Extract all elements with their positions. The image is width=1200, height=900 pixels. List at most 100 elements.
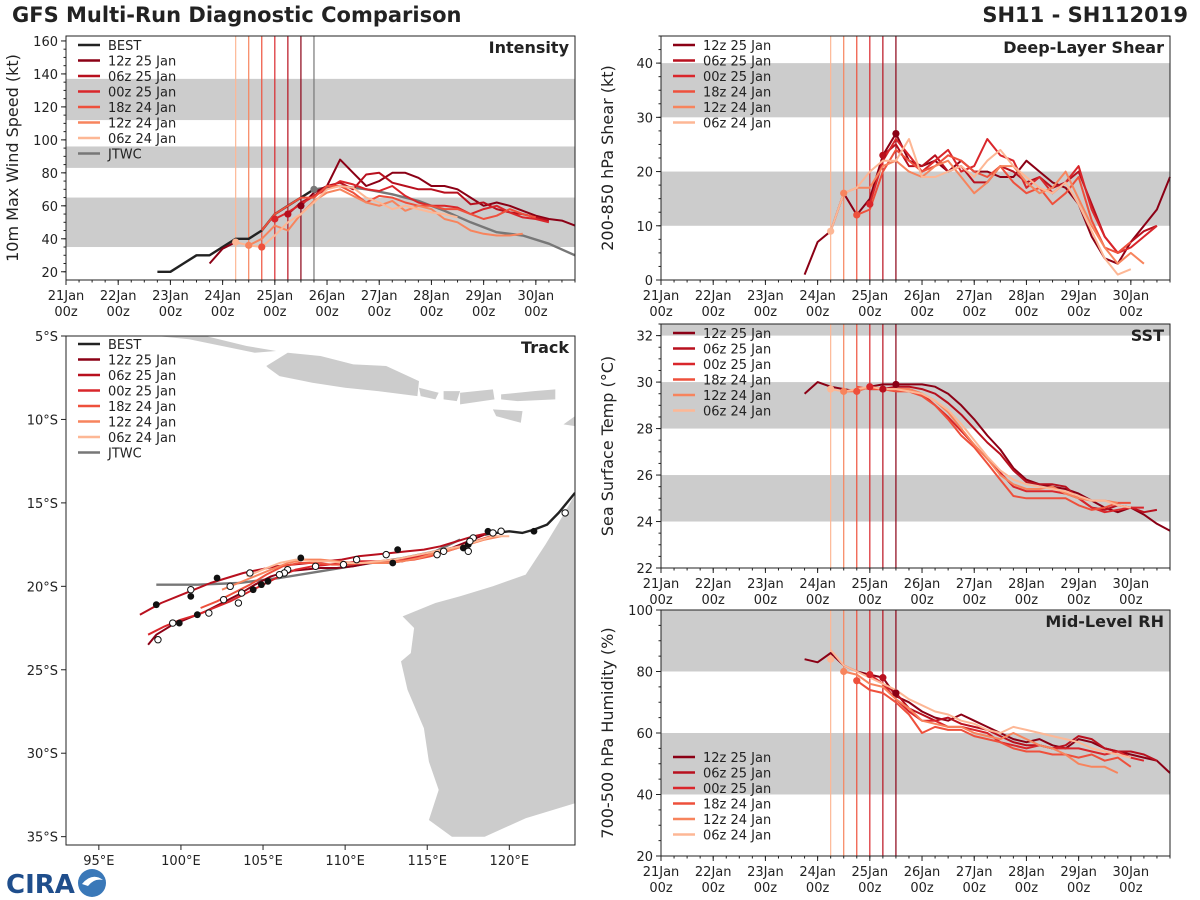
series-line — [829, 649, 1132, 759]
x-tick-label-hour: 00z — [1015, 881, 1039, 896]
legend-label: JTWC — [107, 148, 142, 163]
init-marker — [879, 151, 887, 159]
x-tick-label-day: 23Jan — [152, 289, 189, 304]
x-tick-label-day: 26Jan — [904, 289, 941, 304]
y-tick-label: 30 — [636, 111, 653, 126]
y-tick-label: 20 — [636, 850, 653, 865]
x-tick-label-hour: 00z — [649, 593, 673, 608]
init-marker — [827, 385, 835, 393]
x-tick-label-hour: 00z — [1067, 593, 1091, 608]
init-marker — [866, 200, 874, 208]
y-tick-label: 80 — [636, 666, 653, 681]
sst-plot: 22242628303221Jan00z22Jan00z23Jan00z24Ja… — [598, 323, 1171, 608]
x-tick-label-day: 24Jan — [799, 289, 836, 304]
series-line — [300, 158, 576, 227]
x-tick-label-day: 26Jan — [904, 865, 941, 880]
x-tick-label-hour: 00z — [702, 881, 726, 896]
series-line — [856, 679, 1132, 768]
init-marker — [245, 241, 253, 249]
track-line — [200, 533, 497, 609]
x-tick-label-hour: 00z — [472, 305, 496, 320]
x-tick-label-day: 21Jan — [643, 289, 680, 304]
init-marker — [853, 677, 861, 685]
x-tick-label-hour: 00z — [806, 881, 830, 896]
legend-label: 12z 24 Jan — [703, 813, 771, 828]
lat-tick-label: 25°S — [27, 664, 58, 679]
track-point-12z — [219, 595, 228, 604]
legend-label: 12z 24 Jan — [703, 101, 771, 116]
legend-label: 00z 25 Jan — [703, 782, 771, 797]
legend-label: 00z 25 Jan — [703, 358, 771, 373]
y-tick-label: 40 — [41, 233, 58, 248]
x-tick-label-hour: 00z — [1119, 881, 1143, 896]
x-tick-label-hour: 00z — [754, 593, 778, 608]
track-point-12z — [226, 582, 234, 591]
legend-label: 06z 25 Jan — [703, 343, 771, 358]
x-tick-label-day: 24Jan — [799, 865, 836, 880]
legend-label: 12z 25 Jan — [703, 327, 771, 342]
x-tick-label-hour: 00z — [963, 881, 987, 896]
init-marker — [827, 655, 835, 663]
x-tick-label-day: 29Jan — [1060, 577, 1097, 592]
lon-tick-label: 110°E — [325, 854, 365, 869]
y-axis-label: 700-500 hPa Humidity (%) — [598, 627, 617, 838]
intensity-plot: 2040608010012014016021Jan00z22Jan00z23Ja… — [3, 35, 576, 320]
x-tick-label-day: 28Jan — [413, 289, 450, 304]
legend-label: 12z 24 Jan — [108, 416, 176, 431]
land-polygon — [460, 389, 495, 405]
legend-label: 18z 24 Jan — [108, 400, 176, 415]
y-tick-label: 80 — [41, 167, 58, 182]
x-tick-label-day: 26Jan — [904, 577, 941, 592]
init-marker — [827, 227, 835, 235]
y-tick-label: 20 — [636, 166, 653, 181]
x-tick-label-day: 25Jan — [852, 289, 889, 304]
x-tick-label-hour: 00z — [963, 593, 987, 608]
land-polygon — [501, 389, 556, 402]
plot-frame — [65, 35, 576, 281]
init-marker — [310, 185, 318, 193]
legend-label: 12z 24 Jan — [703, 389, 771, 404]
plot-frame — [660, 323, 1171, 569]
x-tick-label-hour: 00z — [1015, 305, 1039, 320]
x-tick-label-hour: 00z — [1119, 305, 1143, 320]
y-tick-label: 10 — [636, 220, 653, 235]
legend-label: 12z 25 Jan — [108, 55, 176, 70]
lat-tick-label: 30°S — [27, 747, 58, 762]
x-tick-label-day: 30Jan — [1113, 865, 1150, 880]
plot-frame — [65, 335, 576, 846]
init-marker — [866, 383, 874, 391]
y-tick-label: 22 — [636, 562, 653, 577]
legend-label: 06z 24 Jan — [108, 431, 176, 446]
track-point-12z — [237, 589, 246, 597]
y-tick-label: 32 — [636, 330, 653, 345]
lon-tick-label: 100°E — [161, 854, 201, 869]
y-tick-label: 0 — [645, 274, 653, 289]
init-marker — [892, 130, 900, 138]
legend-label: 12z 24 Jan — [108, 117, 176, 132]
x-tick-label-day: 23Jan — [747, 577, 784, 592]
x-tick-label-day: 28Jan — [1008, 577, 1045, 592]
lat-tick-label: 20°S — [27, 580, 58, 595]
x-tick-label-hour: 00z — [963, 305, 987, 320]
gray-band — [661, 382, 1170, 429]
x-tick-label-day: 27Jan — [956, 865, 993, 880]
x-tick-label-day: 21Jan — [48, 289, 85, 304]
init-marker — [853, 211, 861, 219]
y-tick-label: 40 — [636, 789, 653, 804]
legend-label: 12z 25 Jan — [703, 751, 771, 766]
panel-title: SST — [1131, 326, 1164, 345]
x-tick-label-day: 29Jan — [1060, 865, 1097, 880]
gray-band — [661, 610, 1170, 672]
lat-tick-label: 5°S — [35, 330, 58, 345]
track-point-12z — [246, 569, 254, 577]
land-polygon — [492, 409, 523, 423]
legend-label: 06z 25 Jan — [108, 70, 176, 85]
x-tick-label-day: 22Jan — [695, 865, 732, 880]
land-polygon — [563, 416, 575, 427]
panel-title: Mid-Level RH — [1045, 612, 1164, 631]
track-point-12z — [187, 585, 195, 594]
x-tick-label-hour: 00z — [159, 305, 183, 320]
